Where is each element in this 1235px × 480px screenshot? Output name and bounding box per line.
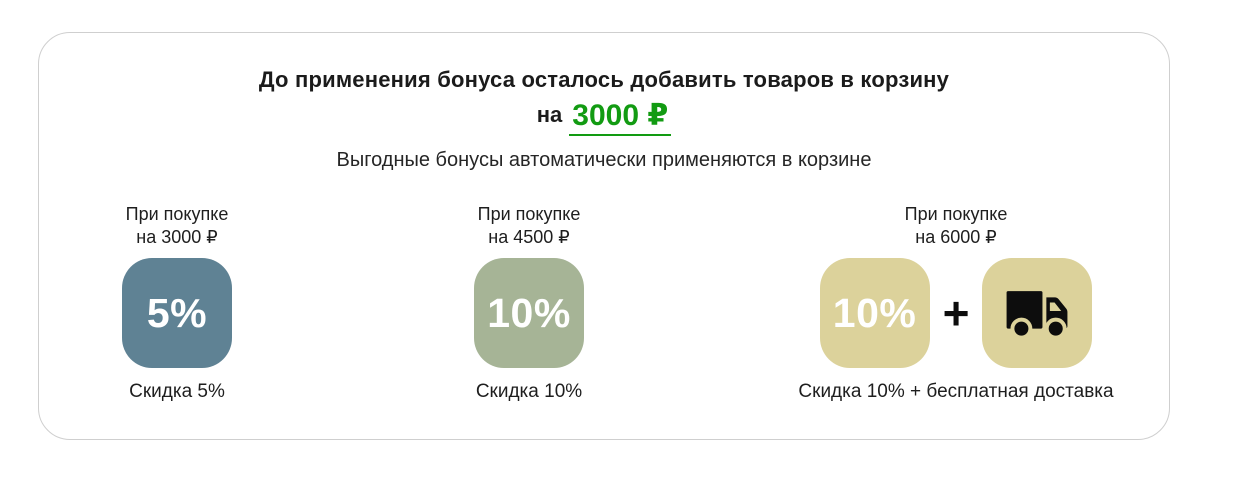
tier-condition: При покупке на 4500 ₽ [434,203,624,249]
tier-condition: При покупке на 3000 ₽ [82,203,272,249]
bonus-tier-10-percent: При покупке на 4500 ₽ 10% Скидка 10% [434,203,624,403]
banner-title: До применения бонуса осталось добавить т… [258,67,950,92]
tier-caption: Скидка 10% + бесплатная доставка [798,381,1114,402]
tier-condition-line2: на 3000 ₽ [136,227,218,247]
discount-badge-10: 10% [474,258,584,368]
tier-condition-line1: При покупке [904,204,1008,224]
discount-badge-10-plus: 10% [819,258,930,368]
bonus-promo-card: До применения бонуса осталось добавить т… [38,32,1170,440]
discount-badge-label: 10% [487,289,571,336]
tier-caption: Скидка 5% [129,381,225,402]
tier-condition-line1: При покупке [125,204,229,224]
discount-badge-label: 10% [832,289,917,336]
remaining-amount-link[interactable]: 3000 ₽ [569,100,672,136]
amount-prefix: на [536,102,563,127]
delivery-truck-icon [1007,291,1068,340]
plus-sign: + [942,287,970,339]
bonus-tier-5-percent: При покупке на 3000 ₽ 5% Скидка 5% [82,203,272,403]
banner-title-amount-line: на 3000 ₽ [39,100,1169,136]
tier-condition-line1: При покупке [477,204,581,224]
tier-caption: Скидка 10% [475,381,583,402]
banner-subtitle: Выгодные бонусы автоматически применяютс… [336,148,872,171]
discount-badge-label: 5% [146,289,208,336]
free-delivery-badge [982,258,1093,368]
tier-condition: При покупке на 6000 ₽ [776,203,1136,249]
tier-condition-line2: на 6000 ₽ [915,227,997,247]
tier-condition-line2: на 4500 ₽ [488,227,570,247]
discount-badge-5: 5% [122,258,232,368]
bonus-tier-10-percent-delivery: При покупке на 6000 ₽ 10% + Скидка 10% +… [776,203,1136,403]
